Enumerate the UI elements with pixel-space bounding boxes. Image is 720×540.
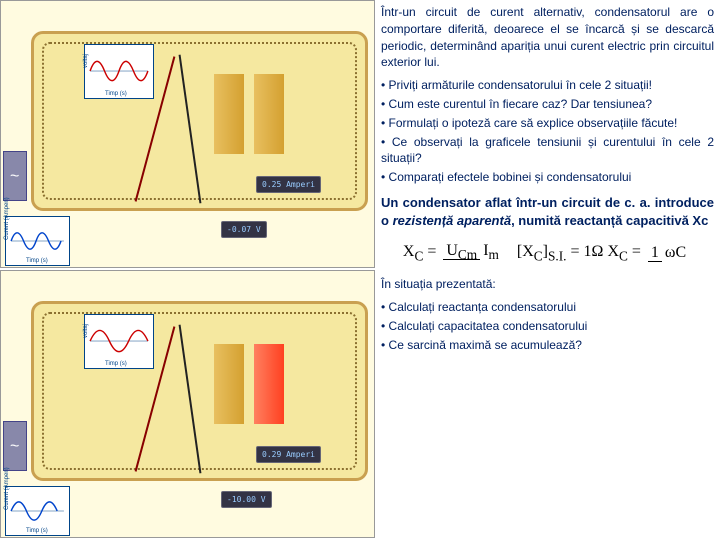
situation: În situația prezentată:: [381, 276, 714, 293]
question-3: • Formulați o ipoteză care să explice ob…: [381, 115, 714, 132]
current-graph-2: Curent (Amperi)Timp (s): [5, 486, 70, 536]
question-1: • Priviți armăturile condensatorului în …: [381, 77, 714, 94]
capacitor-1: [214, 74, 284, 154]
definition: Un condensator aflat într-un circuit de …: [381, 194, 714, 230]
voltmeter-2: -10.00 V: [221, 491, 272, 508]
intro-text: Într-un circuit de curent alternativ, co…: [381, 4, 714, 71]
ac-source: [3, 151, 27, 201]
text-content: Într-un circuit de curent alternativ, co…: [375, 0, 720, 540]
capacitor-2: [214, 344, 284, 424]
formula: XC = UCmIm [XC]S.I. = 1Ω XC = 1ωC: [381, 240, 714, 266]
simulation-1: voltajTimp (s) 0.25 Amperi -0.07 V Curen…: [0, 0, 375, 268]
question-2: • Cum este curentul în fiecare caz? Dar …: [381, 96, 714, 113]
voltmeter-1: -0.07 V: [221, 221, 267, 238]
calc-2: • Calculați capacitatea condensatorului: [381, 318, 714, 335]
question-4: • Ce observați la graficele tensiunii și…: [381, 134, 714, 168]
calc-3: • Ce sarcină maximă se acumulează?: [381, 337, 714, 354]
calc-1: • Calculați reactanța condensatorului: [381, 299, 714, 316]
ac-source-2: [3, 421, 27, 471]
current-graph-1: Curent (Amperi)Timp (s): [5, 216, 70, 266]
question-5: • Comparați efectele bobinei și condensa…: [381, 169, 714, 186]
simulation-2: voltajTimp (s) 0.29 Amperi -10.00 V Cure…: [0, 270, 375, 538]
ammeter-1: 0.25 Amperi: [256, 176, 321, 193]
voltage-graph-1: voltajTimp (s): [84, 44, 154, 99]
voltage-graph-2: voltajTimp (s): [84, 314, 154, 369]
ammeter-2: 0.29 Amperi: [256, 446, 321, 463]
